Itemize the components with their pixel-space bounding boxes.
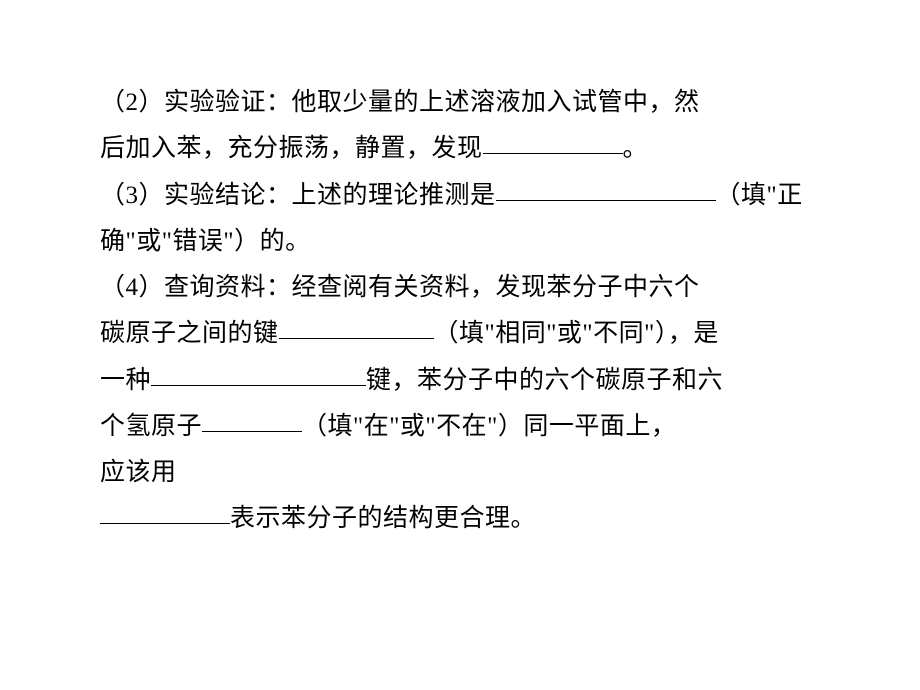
text-10b: 表示苯分子的结构更合理。 xyxy=(230,505,536,532)
blank-5 xyxy=(202,431,302,432)
text-2b: 。 xyxy=(623,135,649,162)
text-7a: 一种 xyxy=(100,367,151,394)
blank-2 xyxy=(496,200,716,201)
line-9: 应该用 xyxy=(100,450,830,496)
text-6b: （填"相同"或"不同"），是 xyxy=(434,320,719,347)
text-8a: 个氢原子 xyxy=(100,413,202,440)
blank-3 xyxy=(279,338,434,339)
text-2a: 后加入苯，充分振荡，静置，发现 xyxy=(100,135,483,162)
line-8: 个氢原子 （填"在"或"不在"）同一平面上， xyxy=(100,404,830,450)
line-5: （4）查询资料：经查阅有关资料，发现苯分子中六个 xyxy=(100,265,830,311)
text-6a: 碳原子之间的键 xyxy=(100,320,279,347)
blank-6 xyxy=(100,523,230,524)
line-2: 后加入苯，充分振荡，静置，发现 。 xyxy=(100,126,830,172)
line-4: 确"或"错误"）的。 xyxy=(100,219,830,265)
document-content: （2）实验验证：他取少量的上述溶液加入试管中，然 后加入苯，充分振荡，静置，发现… xyxy=(100,80,830,543)
line-1: （2）实验验证：他取少量的上述溶液加入试管中，然 xyxy=(100,80,830,126)
text-7b: 键，苯分子中的六个碳原子和六 xyxy=(366,367,723,394)
line-10: 表示苯分子的结构更合理。 xyxy=(100,496,830,542)
line-6: 碳原子之间的键 （填"相同"或"不同"），是 xyxy=(100,311,830,357)
text-3b: （填"正 xyxy=(716,182,803,209)
text-3a: （3）实验结论：上述的理论推测是 xyxy=(100,182,496,209)
blank-1 xyxy=(483,153,623,154)
text-8b: （填"在"或"不在"）同一平面上， xyxy=(302,413,676,440)
line-3: （3）实验结论：上述的理论推测是 （填"正 xyxy=(100,173,830,219)
blank-4 xyxy=(151,385,366,386)
line-7: 一种 键，苯分子中的六个碳原子和六 xyxy=(100,358,830,404)
